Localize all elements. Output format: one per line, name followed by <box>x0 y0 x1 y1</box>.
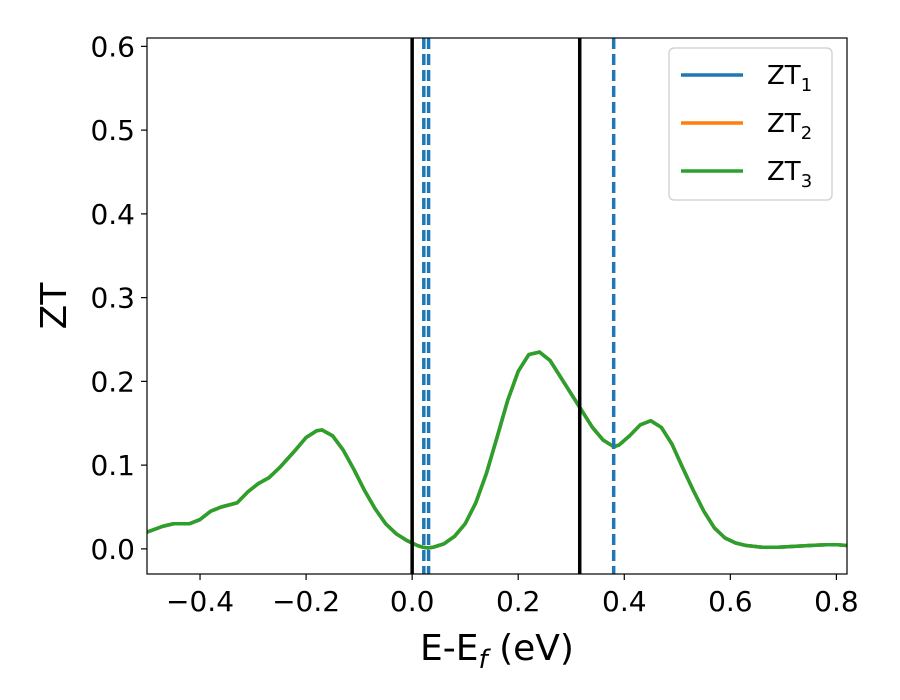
y-tick-label: 0.5 <box>90 114 135 147</box>
legend-label-main: ZT <box>767 61 801 91</box>
legend-label-main: ZT <box>767 109 801 139</box>
x-tick-label: −0.2 <box>272 585 340 618</box>
x-tick-label: 0.6 <box>708 585 753 618</box>
x-tick-label: −0.4 <box>166 585 234 618</box>
legend-label-2: ZT2 <box>767 109 812 144</box>
plot-area <box>147 38 847 574</box>
x-tick-label: 0.0 <box>390 585 435 618</box>
y-tick-label: 0.4 <box>90 198 135 231</box>
legend-label-3: ZT3 <box>767 157 812 192</box>
legend-box <box>668 47 833 201</box>
plot-frame <box>146 37 848 575</box>
x-tick-label: 0.8 <box>814 585 859 618</box>
series-line-3 <box>147 350 847 550</box>
y-tick-label: 0.1 <box>90 449 135 482</box>
x-axis-title-unit: (eV) <box>488 628 574 669</box>
legend-label-1: ZT1 <box>767 61 812 96</box>
y-tick-label: 0.0 <box>90 533 135 566</box>
x-axis-title: E-Ef (eV) <box>420 628 574 675</box>
y-tick-label: 0.6 <box>90 30 135 63</box>
axis-ticks: −0.4 −0.2 0.0 0.2 0.4 0.6 0.8 0.0 0.1 0.2 0.3 0.4 0.… <box>90 30 858 618</box>
y-tick-label: 0.2 <box>90 365 135 398</box>
x-axis-title-main: E-E <box>420 628 478 669</box>
plot-clipped-group <box>147 38 847 574</box>
legend-label-subscript: 2 <box>801 123 812 144</box>
x-tick-label: 0.2 <box>496 585 541 618</box>
legend-label-main: ZT <box>767 157 801 187</box>
y-axis-title: ZT <box>34 282 75 330</box>
y-tick-label: 0.3 <box>90 282 135 315</box>
legend-label-subscript: 1 <box>801 75 812 96</box>
legend-label-subscript: 3 <box>801 171 812 192</box>
x-tick-label: 0.4 <box>602 585 647 618</box>
